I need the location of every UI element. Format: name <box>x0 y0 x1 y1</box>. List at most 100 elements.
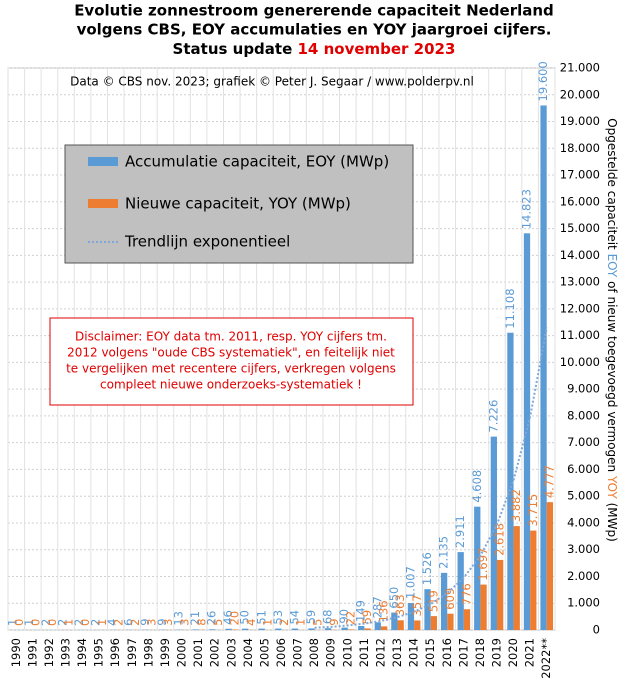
value-label: 4 <box>105 619 119 626</box>
x-tick-label: 2019 <box>489 638 503 667</box>
value-label: 9 <box>327 618 341 625</box>
y-tick-label: 5.000 <box>567 489 600 503</box>
value-label: 11.108 <box>503 288 517 328</box>
x-tick-label: 2009 <box>324 638 338 667</box>
value-label: 2 <box>128 619 142 626</box>
legend-label: Nieuwe capaciteit, YOY (MWp) <box>125 195 351 213</box>
chart-subtitle: Status update 14 november 2023 <box>173 40 456 58</box>
value-label: 22 <box>343 611 357 626</box>
y-tick-label: 12.000 <box>560 301 600 315</box>
value-label: 519 <box>426 590 440 612</box>
y-tick-label: 10.000 <box>560 355 600 369</box>
bar <box>540 105 547 630</box>
x-tick-label: 1993 <box>59 638 73 667</box>
value-label: 363 <box>393 594 407 616</box>
x-tick-label: 2020 <box>506 638 520 667</box>
value-label: 2 <box>111 619 125 626</box>
value-label: 8 <box>194 618 208 625</box>
legend-swatch <box>88 199 118 208</box>
value-label: 2 <box>39 619 53 626</box>
value-label: 357 <box>410 594 424 616</box>
x-tick-label: 2014 <box>407 638 421 667</box>
value-label: 19.600 <box>536 61 550 101</box>
value-label: 1.526 <box>420 552 434 585</box>
x-tick-label: 2000 <box>175 638 189 667</box>
y-label-part: YOY <box>606 475 620 499</box>
x-tick-label: 2022** <box>539 638 553 679</box>
value-label: 54 <box>287 610 301 625</box>
bar <box>457 552 464 630</box>
value-label: 287 <box>370 596 384 618</box>
x-tick-label: 2011 <box>357 638 371 667</box>
value-label: 1 <box>294 619 308 626</box>
y-tick-label: 8.000 <box>567 408 600 422</box>
value-label: 776 <box>459 583 473 605</box>
value-label: 136 <box>377 600 391 622</box>
value-label: 149 <box>354 600 368 622</box>
y-tick-label: 4.000 <box>567 515 600 529</box>
bar <box>490 436 497 630</box>
y-tick-label: 21.000 <box>560 61 600 75</box>
disclaimer: te vergelijken met recentere cijfers, ve… <box>66 362 396 376</box>
chart-title: Evolutie zonnestroom genererende capacit… <box>74 2 554 20</box>
value-label: 609 <box>443 588 457 610</box>
value-label: 650 <box>387 587 401 609</box>
legend-label: Trendlijn exponentieel <box>124 233 290 251</box>
bar <box>275 628 282 630</box>
value-label: 5 <box>211 619 225 626</box>
value-label: 46 <box>221 610 235 625</box>
bar <box>440 572 448 630</box>
value-label: 59 <box>304 610 318 625</box>
bar <box>530 530 537 630</box>
x-tick-label: 2008 <box>307 638 321 667</box>
disclaimer: compleet nieuwe onderzoeks-systematiek ! <box>100 378 362 392</box>
value-label: 7.226 <box>486 400 500 433</box>
value-label: 3 <box>178 619 192 626</box>
status-label: Status update <box>173 40 298 58</box>
value-label: 3 <box>161 619 175 626</box>
legend-swatch <box>88 157 118 166</box>
value-label: 2.618 <box>493 523 507 556</box>
value-label: 1.007 <box>403 566 417 599</box>
bar <box>447 613 454 630</box>
value-label: 4.777 <box>542 465 556 498</box>
x-tick-label: 1991 <box>25 638 39 667</box>
legend-box <box>64 144 414 264</box>
x-tick-label: 2018 <box>473 638 487 667</box>
bar <box>308 628 315 630</box>
value-label: 4.608 <box>470 470 484 503</box>
x-tick-label: 2012 <box>373 638 387 667</box>
bar <box>496 559 504 630</box>
y-tick-label: 1.000 <box>567 596 600 610</box>
bar <box>391 612 398 630</box>
bar <box>192 629 199 630</box>
value-label: 6 <box>122 619 136 626</box>
x-tick-label: 2002 <box>208 638 222 667</box>
value-label: 1 <box>261 619 275 626</box>
y-tick-label: 7.000 <box>567 435 600 449</box>
bar <box>463 609 471 630</box>
value-label: 1 <box>22 619 36 626</box>
source: Data © CBS nov. 2023; grafiek © Peter J.… <box>70 75 474 89</box>
y-label-part: EOY <box>606 254 620 278</box>
x-tick-label: 1990 <box>9 638 23 667</box>
bar <box>341 627 348 630</box>
bar <box>242 628 249 630</box>
bar <box>424 589 431 630</box>
y-tick-label: 17.000 <box>560 168 600 182</box>
status-date: 14 november 2023 <box>297 40 455 58</box>
bar <box>546 502 554 630</box>
value-label: 2 <box>55 619 69 626</box>
value-label: 0 <box>45 619 59 626</box>
value-label: 3 <box>145 619 159 626</box>
value-label: 4 <box>244 619 258 626</box>
y-tick-label: 9.000 <box>567 382 600 396</box>
bar <box>291 628 299 630</box>
bar <box>407 603 415 630</box>
y-tick-label: 20.000 <box>560 87 600 101</box>
x-tick-label: 1996 <box>108 638 122 667</box>
y-tick-label: 13.000 <box>560 275 600 289</box>
value-label: 0 <box>12 619 26 626</box>
value-label: 0 <box>78 619 92 626</box>
